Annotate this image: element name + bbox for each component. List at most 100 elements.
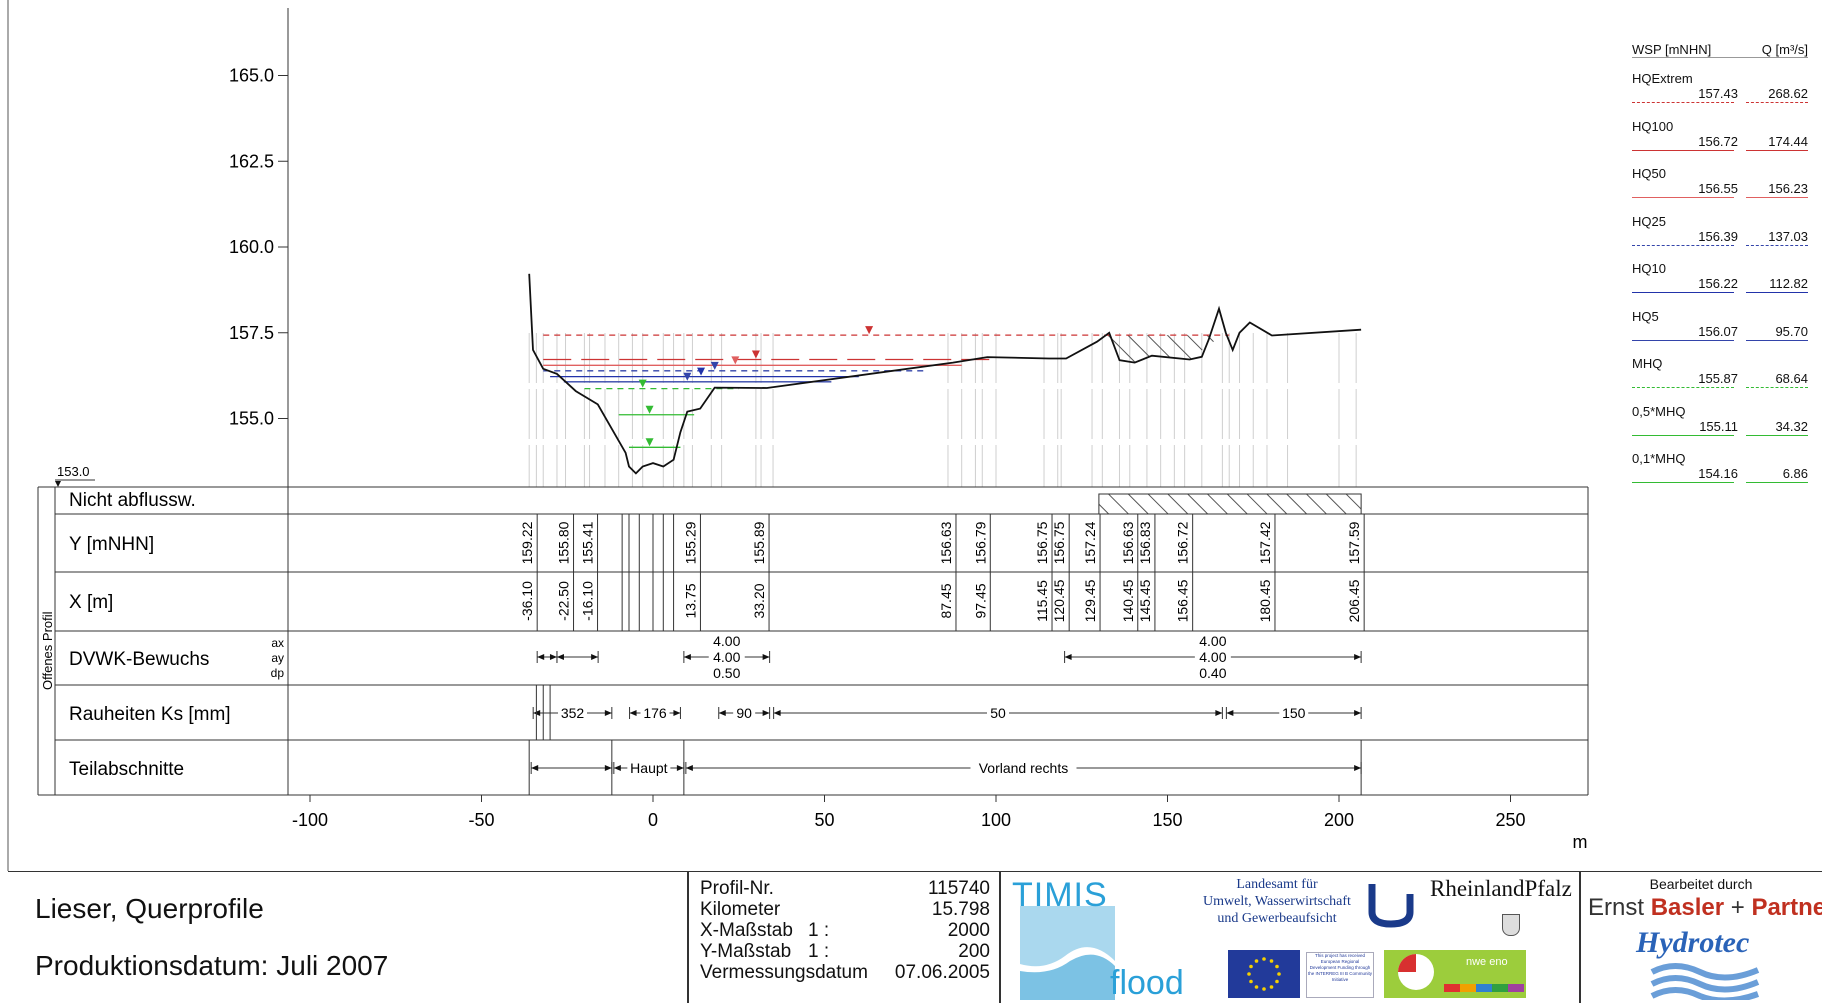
x-value-14: 206.45: [1346, 579, 1362, 622]
water-marker-HQ5: [683, 372, 692, 381]
x-tick-label-4: 100: [981, 810, 1011, 830]
water-marker-MHQ: [638, 379, 647, 388]
rauheit-3-label-bg: [987, 704, 1009, 720]
eu-star: [1275, 979, 1279, 984]
rauheit-1-label-bg: [640, 704, 670, 720]
legend-swatch-q: [1746, 149, 1808, 151]
meta-label: Y-Maßstab: [700, 941, 792, 962]
eu-star: [1254, 985, 1259, 989]
nicht-abfluss-hatch: [1098, 493, 1362, 515]
legend-name: HQ5: [1632, 308, 1659, 324]
dvwk-sub-label-dp: dp: [271, 666, 285, 680]
meta-row-1: Kilometer 15.798: [700, 899, 990, 920]
meta-value: 07.06.2005: [894, 962, 990, 983]
meta-ratio: 1 :: [808, 941, 830, 962]
legend-swatch-q: [1746, 434, 1808, 436]
interreg-nwe-logo: nwe eno: [1384, 950, 1526, 998]
rauheit-1-arrow-right: [673, 710, 681, 716]
data-table-layer: Offenes Profil Nicht abflussw. Y [mNHN] X […: [37, 486, 1589, 796]
water-marker-HQ25: [710, 361, 719, 370]
legend-q: 34.32: [1775, 418, 1808, 434]
dvwk-sub-label-ay: ay: [271, 651, 284, 665]
legend-name: 0,5*MHQ: [1632, 403, 1686, 419]
footer-title-box: [8, 871, 688, 1003]
legend-item-5: HQ5 156.07 95.70: [1632, 306, 1808, 354]
rauheit-2-label: 90: [736, 705, 752, 721]
timis-logo-text: TIMIS: [1012, 876, 1108, 914]
teil-1-arrow-right: [676, 765, 684, 771]
table-row-label-2: X [m]: [69, 592, 113, 613]
y-value-5: 156.63: [938, 521, 954, 564]
chart-axis-layer: 165.0 162.5 160.0 157.5 155.0 153.0: [7, 0, 289, 871]
rauheit-1-label: 176: [643, 705, 667, 721]
ineffective-flow-area: [1102, 335, 1223, 363]
dvwk-left-dp: 0.50: [713, 665, 740, 681]
legend-wsp: 154.16: [1698, 466, 1738, 481]
rlp-coat-of-arms-icon: [1502, 914, 1520, 936]
eu-star: [1262, 987, 1266, 991]
legend-item-0: HQExtrem 157.43 268.62: [1632, 68, 1808, 116]
y-value-2: 155.41: [580, 521, 596, 564]
legend-swatch-q: [1746, 339, 1808, 341]
legend-swatch-wsp: [1632, 482, 1734, 483]
dvwk-right-ax: 4.00: [1199, 633, 1226, 649]
eu-star: [1254, 959, 1259, 963]
dvwk-right-span-label-bg: [1194, 648, 1231, 664]
legend-swatch-q: [1746, 102, 1808, 103]
teil-0-arrow-right: [604, 765, 612, 771]
legend-header-wsp: WSP [mNHN]: [1632, 42, 1712, 57]
dvwk-left-span-label-bg: [708, 648, 745, 664]
eu-star: [1262, 957, 1266, 961]
y-tick-label-1: 162.5: [229, 151, 274, 171]
x-tick-label-7: 250: [1495, 810, 1525, 830]
legend-swatch-wsp: [1632, 102, 1734, 103]
meta-row-3: Y-Maßstab 200 1 :: [700, 941, 990, 962]
legend-q: 112.82: [1769, 276, 1808, 291]
meta-ratio: 1 :: [808, 920, 830, 941]
water-marker-HQ50: [731, 356, 740, 365]
teil-2-label-bg: [970, 759, 1077, 775]
lfu-line-2: Umwelt, Wasserwirtschaft: [1203, 894, 1351, 909]
meta-label: X-Maßstab: [700, 920, 793, 941]
y-value-7: 156.75: [1034, 521, 1050, 564]
x-value-0: -36.10: [519, 581, 535, 621]
table-row-label-4: Rauheiten Ks [mm]: [69, 704, 231, 725]
rlp-emblem-icon: [1360, 878, 1422, 935]
legend-q: 6.86: [1782, 466, 1808, 481]
table-row-label-0: Nicht abflussw.: [69, 490, 196, 511]
meta-label: Kilometer: [700, 899, 781, 920]
legend-items: HQExtrem 157.43 268.62 HQ100 156.72 174.44 HQ5…: [1632, 68, 1808, 496]
legend-swatch-q: [1746, 387, 1808, 388]
dvwk-right-dp: 0.40: [1199, 665, 1226, 681]
interreg-color-bar: [1444, 984, 1524, 992]
x-tick-label-1: -50: [468, 810, 494, 830]
legend-swatch-wsp: [1632, 197, 1734, 198]
bearbeitet-label: Bearbeitet durch: [1649, 876, 1753, 892]
rauheit-4-arrow-right: [1354, 710, 1362, 716]
y-tick-label-4: 155.0: [229, 409, 274, 429]
x-tick-label-2: 0: [648, 810, 658, 830]
teil-1-label: Haupt: [630, 760, 667, 776]
ebp-plus: +: [1724, 894, 1752, 921]
y-value-8: 156.75: [1051, 521, 1067, 564]
meta-row-4: Vermessungsdatum 07.06.2005: [700, 962, 990, 983]
x-value-8: 120.45: [1051, 579, 1067, 622]
footer-meta-table: Profil-Nr. 115740 Kilometer 15.798 X-Maßstab…: [700, 878, 990, 983]
legend-item-7: 0,5*MHQ 155.11 34.32: [1632, 401, 1808, 449]
y-value-3: 155.29: [682, 521, 698, 564]
legend-wsp: 155.11: [1699, 418, 1738, 434]
terrain-profile-line: [528, 273, 1362, 475]
y-value-6: 156.79: [972, 521, 988, 564]
eu-star: [1277, 972, 1281, 976]
x-tick-label-5: 150: [1152, 810, 1182, 830]
timis-wave-graphic: [1020, 906, 1115, 1000]
legend-wsp: 156.39: [1698, 228, 1738, 244]
x-tick-label-6: 200: [1324, 810, 1354, 830]
meta-row-2: X-Maßstab 2000 1 :: [700, 920, 990, 941]
meta-value: 115740: [928, 878, 990, 899]
eu-star: [1269, 959, 1274, 963]
teil-0-arrow-left: [531, 765, 539, 771]
legend-q: 268.62: [1768, 86, 1808, 101]
legend-name: HQ100: [1632, 118, 1674, 134]
